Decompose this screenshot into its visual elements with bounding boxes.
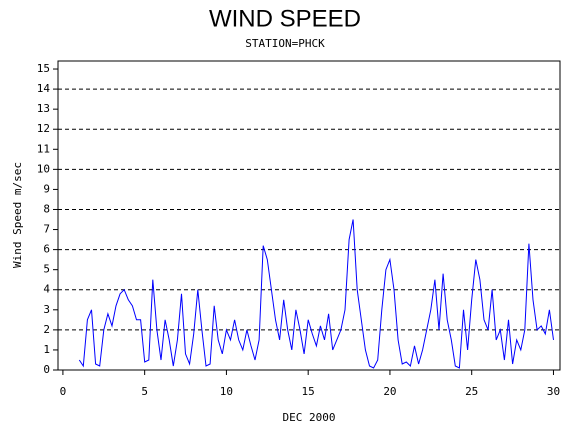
data-line [78, 219, 554, 369]
y-tick-label: 7 [43, 223, 50, 236]
y-tick-label: 6 [43, 243, 50, 256]
y-tick-label: 2 [43, 323, 50, 336]
y-tick-label: 8 [43, 202, 50, 215]
chart-subtitle: STATION=PHCK [245, 37, 325, 50]
chart-title: WIND SPEED [209, 5, 361, 32]
y-tick-label: 11 [37, 142, 50, 155]
x-tick-label: 10 [220, 385, 233, 398]
y-tick-label: 5 [43, 263, 50, 276]
y-tick-label: 4 [43, 283, 50, 296]
x-tick-label: 15 [302, 385, 315, 398]
y-tick-label: 15 [37, 62, 50, 75]
y-tick-label: 9 [43, 182, 50, 195]
y-axis-label: Wind Speed m/sec [11, 162, 24, 268]
x-tick-label: 20 [383, 385, 396, 398]
y-tick-label: 13 [37, 102, 50, 115]
x-axis-label: DEC 2000 [283, 411, 336, 424]
y-tick-label: 14 [37, 82, 51, 95]
y-tick-label: 3 [43, 303, 50, 316]
plot-frame [57, 60, 561, 371]
y-tick-label: 12 [37, 122, 50, 135]
y-tick-label: 0 [43, 363, 50, 376]
x-tick-label: 5 [141, 385, 148, 398]
y-tick-label: 10 [37, 162, 50, 175]
y-tick-label: 1 [43, 343, 50, 356]
x-tick-label: 30 [547, 385, 560, 398]
x-tick-label: 0 [60, 385, 67, 398]
x-tick-label: 25 [465, 385, 478, 398]
